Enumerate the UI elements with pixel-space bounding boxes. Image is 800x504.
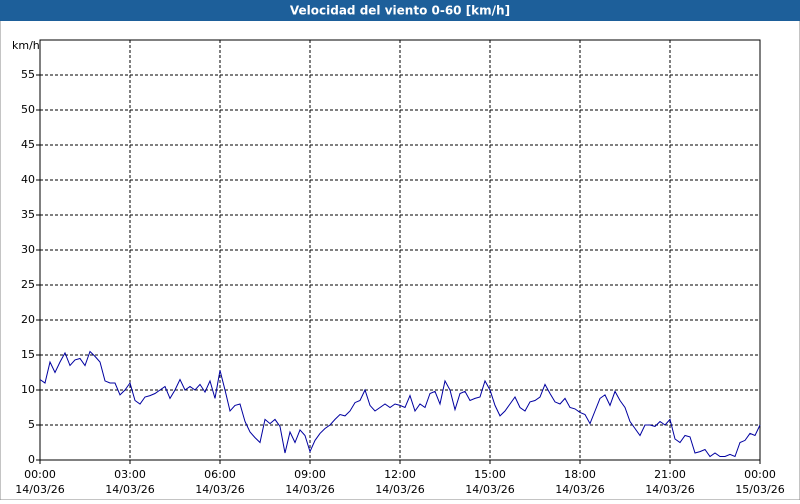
x-tick-date: 14/03/26: [375, 483, 424, 496]
y-tick-label: 55: [21, 68, 35, 81]
y-unit: km/h: [12, 39, 40, 52]
x-tick-label: 09:00: [294, 468, 326, 481]
y-tick-label: 0: [28, 453, 35, 466]
y-tick-label: 30: [21, 243, 35, 256]
x-tick-label: 00:00: [744, 468, 776, 481]
title-bar: [0, 0, 800, 21]
y-tick-label: 35: [21, 208, 35, 221]
x-tick-date: 15/03/26: [735, 483, 784, 496]
x-tick-label: 06:00: [204, 468, 236, 481]
plot-border: [39, 39, 761, 461]
x-tick-date: 14/03/26: [645, 483, 694, 496]
y-tick-label: 15: [21, 348, 35, 361]
x-tick-label: 00:00: [24, 468, 56, 481]
y-tick-label: 20: [21, 313, 35, 326]
x-tick-date: 14/03/26: [285, 483, 334, 496]
y-tick-label: 25: [21, 278, 35, 291]
x-tick-label: 03:00: [114, 468, 146, 481]
x-tick-label: 21:00: [654, 468, 686, 481]
y-tick-label: 5: [28, 418, 35, 431]
x-tick-label: 15:00: [474, 468, 506, 481]
y-tick-label: 50: [21, 103, 35, 116]
chart-title: Velocidad del viento 0-60 [km/h]: [290, 4, 510, 18]
x-tick-label: 18:00: [564, 468, 596, 481]
x-tick-date: 14/03/26: [15, 483, 64, 496]
y-tick-label: 45: [21, 138, 35, 151]
x-tick-label: 12:00: [384, 468, 416, 481]
y-tick-label: 40: [21, 173, 35, 186]
x-tick-date: 14/03/26: [555, 483, 604, 496]
x-tick-date: 14/03/26: [195, 483, 244, 496]
x-tick-date: 14/03/26: [465, 483, 514, 496]
y-tick-label: 10: [21, 383, 35, 396]
x-tick-date: 14/03/26: [105, 483, 154, 496]
data-line: [39, 350, 761, 458]
